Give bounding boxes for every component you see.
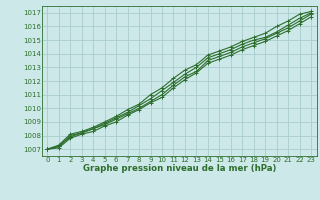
X-axis label: Graphe pression niveau de la mer (hPa): Graphe pression niveau de la mer (hPa): [83, 164, 276, 173]
